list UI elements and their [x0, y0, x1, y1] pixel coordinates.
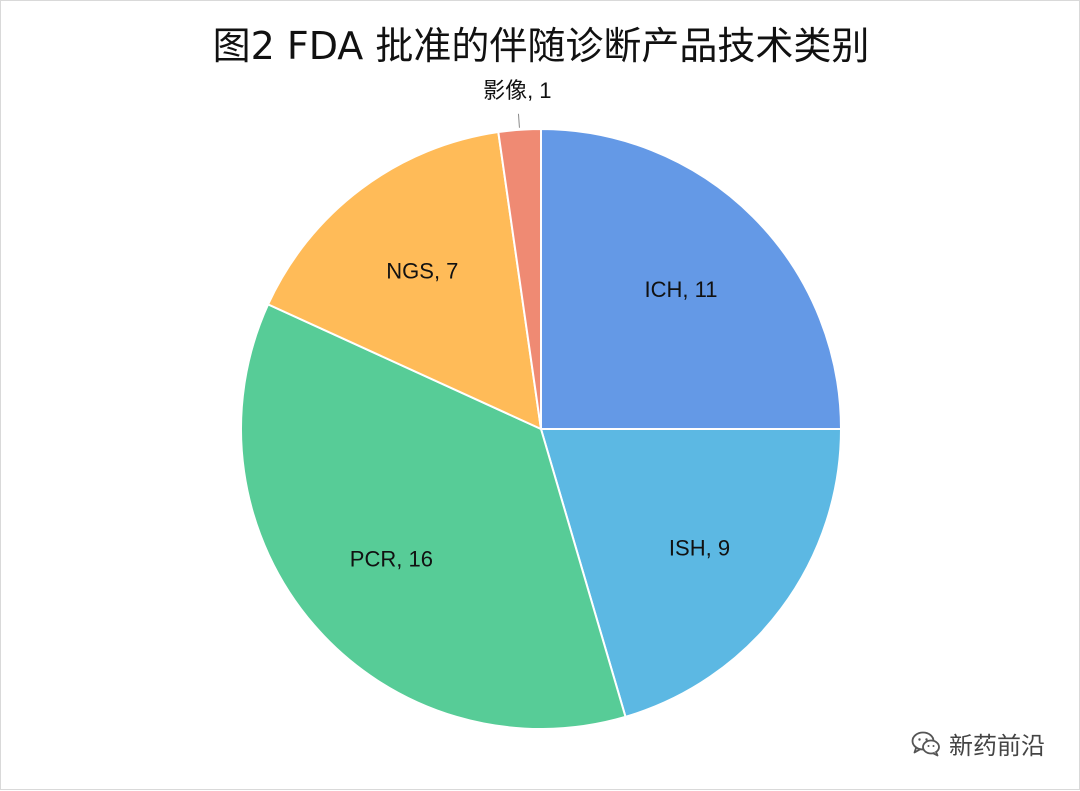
pie-slice-ish	[539, 428, 843, 719]
wechat-icon	[911, 731, 940, 756]
pie-slice-ich	[540, 127, 843, 430]
leader-line-imaging	[517, 113, 520, 128]
watermark-text: 新药前沿	[949, 732, 1045, 760]
chart-title: 图2 FDA 批准的伴随诊断产品技术类别	[212, 24, 870, 68]
watermark: 新药前沿	[911, 726, 1045, 761]
pie-slice-ngs	[266, 130, 543, 431]
slice-label-ngs: NGS, 7	[386, 258, 458, 283]
slice-label-ish: ISH, 9	[669, 536, 730, 561]
pie-slice-pcr	[239, 303, 627, 731]
slice-label-imaging: 影像, 1	[483, 78, 551, 103]
slice-label-ich: ICH, 11	[645, 277, 718, 302]
pie-slice-imaging	[497, 127, 542, 430]
slice-label-pcr: PCR, 16	[350, 547, 433, 572]
